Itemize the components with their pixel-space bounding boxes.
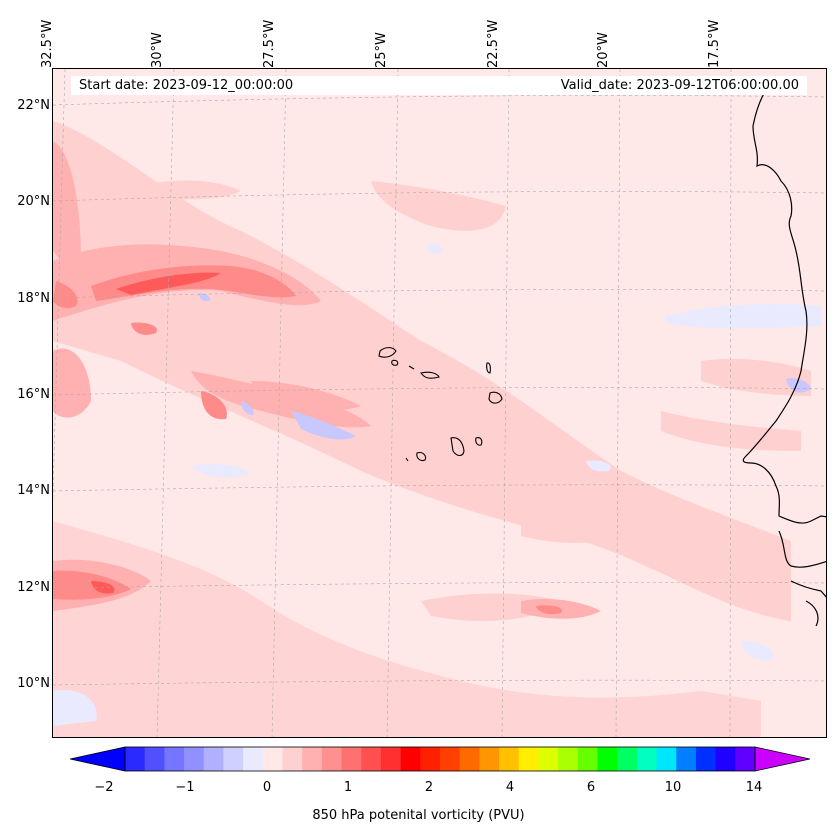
colorbar-tick: 6 [586,780,596,795]
lon-label: 20°W [596,32,611,68]
lat-label: 14°N [17,483,50,498]
lat-label: 12°N [17,580,50,595]
lat-label: 22°N [17,98,50,113]
colorbar-cell [184,747,205,771]
colorbar-cell [440,747,461,771]
colorbar-cell [695,747,717,771]
lat-label: 16°N [17,387,50,402]
lat-label: 18°N [17,291,50,306]
colorbar-tick: 14 [745,780,763,795]
colorbar-cell [597,747,618,771]
map-plot [52,68,827,738]
pv-negative-light [53,243,821,726]
cape-verde-islands [378,347,503,462]
colorbar-cell [223,747,244,771]
colorbar-cell [144,747,165,771]
colorbar-tick: 1 [343,780,353,795]
colorbar-tick: 0 [262,780,272,795]
lat-label: 10°N [17,676,50,691]
colorbar-outline [124,746,756,772]
colorbar-cell [321,747,343,771]
colorbar-cell [636,747,658,771]
colorbar-tick: −1 [175,780,195,795]
colorbar-tick: 2 [424,780,434,795]
lat-label: 20°N [17,194,50,209]
colorbar-extend-min [70,746,126,772]
colorbar-cell [203,747,224,771]
lon-label: 22.5°W [486,19,501,68]
lon-label: 25°W [374,32,389,68]
colorbar-cell [479,747,500,771]
lon-label: 27.5°W [262,19,277,68]
colorbar-cell [164,747,185,771]
colorbar-tick: 4 [505,780,515,795]
colorbar-title: 850 hPa potenital vorticity (PVU) [312,808,525,823]
lon-label: 30°W [150,32,165,68]
colorbar-cell [125,747,146,771]
colorbar-cell [380,747,402,771]
colorbar-cell [341,747,362,771]
colorbar [70,746,810,772]
colorbar-cell [735,747,756,771]
colorbar-cell [262,747,283,771]
colorbar-cells [125,747,756,771]
colorbar-cell [577,747,598,771]
lon-label: 32.5°W [40,19,55,68]
valid-date: Valid_date: 2023-09-12T06:00:00.00 [560,78,799,93]
colorbar-cell [459,747,480,771]
colorbar-cell [400,747,421,771]
colorbar-cell [656,747,677,771]
colorbar-cell [538,747,559,771]
colorbar-tick: 10 [664,780,682,795]
colorbar-cell [558,747,579,771]
colorbar-cell [715,747,736,771]
colorbar-tick: −2 [94,780,114,795]
colorbar-cell [361,747,382,771]
lon-label: 17.5°W [707,19,722,68]
colorbar-cell [617,747,638,771]
colorbar-cell [243,747,264,771]
pv-field [53,69,826,737]
colorbar-cell [499,747,520,771]
colorbar-cell [302,747,323,771]
colorbar-cell [282,747,303,771]
graticule [53,69,826,737]
coastline [742,85,826,627]
colorbar-cell [420,747,441,771]
colorbar-extend-max [754,746,810,772]
date-info-bar: Start date: 2023-09-12_00:00:00 Valid_da… [71,76,807,95]
colorbar-cell [676,747,697,771]
pv-negative-medium [199,293,811,440]
colorbar-cell [518,747,539,771]
start-date: Start date: 2023-09-12_00:00:00 [79,78,294,93]
